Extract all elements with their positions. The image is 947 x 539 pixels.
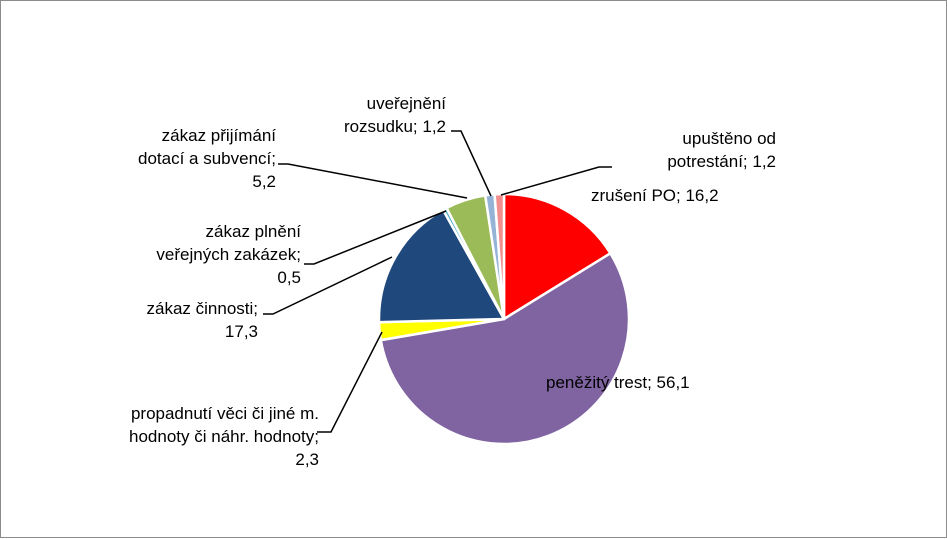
leader-line-uverejneni-rozsudku <box>451 130 492 197</box>
leader-line-zakaz-plneni-verejnych-zakazek <box>304 210 447 265</box>
data-label-line: propadnutí věci či jiné m. <box>131 404 319 423</box>
leader-line-zakaz-prijimani-dotaci-a-subvenci <box>278 163 468 199</box>
data-label-upusteno-od-potrestani: upuštěno od potrestání; 1,2 <box>667 129 776 171</box>
leader-lines <box>263 130 612 433</box>
pie-slice-zruseni-po <box>502 192 612 321</box>
data-label-penezity-trest: peněžitý trest; 56,1 <box>546 373 690 392</box>
data-label-line: 2,3 <box>295 450 319 469</box>
data-label-line: 17,3 <box>225 322 258 341</box>
data-label-zakaz-prijimani-dotaci-a-subvenci: zákaz přijímání dotací a subvencí; 5,2 <box>138 126 276 191</box>
data-label-zakaz-plneni-verejnych-zakazek: zákaz plnění veřejných zakázek; 0,5 <box>156 222 301 287</box>
data-label-propadnuti-veci-ci-jine-m-hodnoty-ci-nahr-hodnoty: propadnutí věci či jiné m. hodnoty či náh… <box>129 404 319 469</box>
data-labels: zrušení PO; 16,2 peněžitý trest; 56,1 prop… <box>129 94 776 469</box>
data-label-line: zákaz přijímání <box>162 126 277 145</box>
data-label-line: 5,2 <box>252 172 276 191</box>
data-label-line: peněžitý trest; 56,1 <box>546 373 690 392</box>
data-label-line: hodnoty či náhr. hodnoty; <box>129 427 319 446</box>
leader-line-propadnuti-veci-ci-jine-m-hodnoty-ci-nahr-hodnoty <box>317 331 383 433</box>
data-label-line: veřejných zakázek; <box>156 245 301 264</box>
data-label-line: zrušení PO; 16,2 <box>591 186 719 205</box>
data-label-line: potrestání; 1,2 <box>667 152 776 171</box>
data-label-zruseni-po: zrušení PO; 16,2 <box>591 186 719 205</box>
leader-line-zakaz-cinnosti <box>263 256 393 315</box>
data-label-line: zákaz činnosti; <box>147 299 259 318</box>
data-label-line: upuštěno od <box>682 129 776 148</box>
pie-slice-penezity-trest <box>379 252 631 446</box>
data-label-line: 0,5 <box>277 268 301 287</box>
data-label-zakaz-cinnosti: zákaz činnosti; 17,3 <box>147 299 259 341</box>
data-label-line: zákaz plnění <box>206 222 302 241</box>
leader-line-upusteno-od-potrestani <box>500 166 612 196</box>
pie-slices <box>377 192 631 446</box>
data-label-line: uveřejnění <box>367 94 447 113</box>
data-label-uverejneni-rozsudku: uveřejnění rozsudku; 1,2 <box>344 94 446 136</box>
data-label-line: dotací a subvencí; <box>138 149 276 168</box>
data-label-line: rozsudku; 1,2 <box>344 117 446 136</box>
